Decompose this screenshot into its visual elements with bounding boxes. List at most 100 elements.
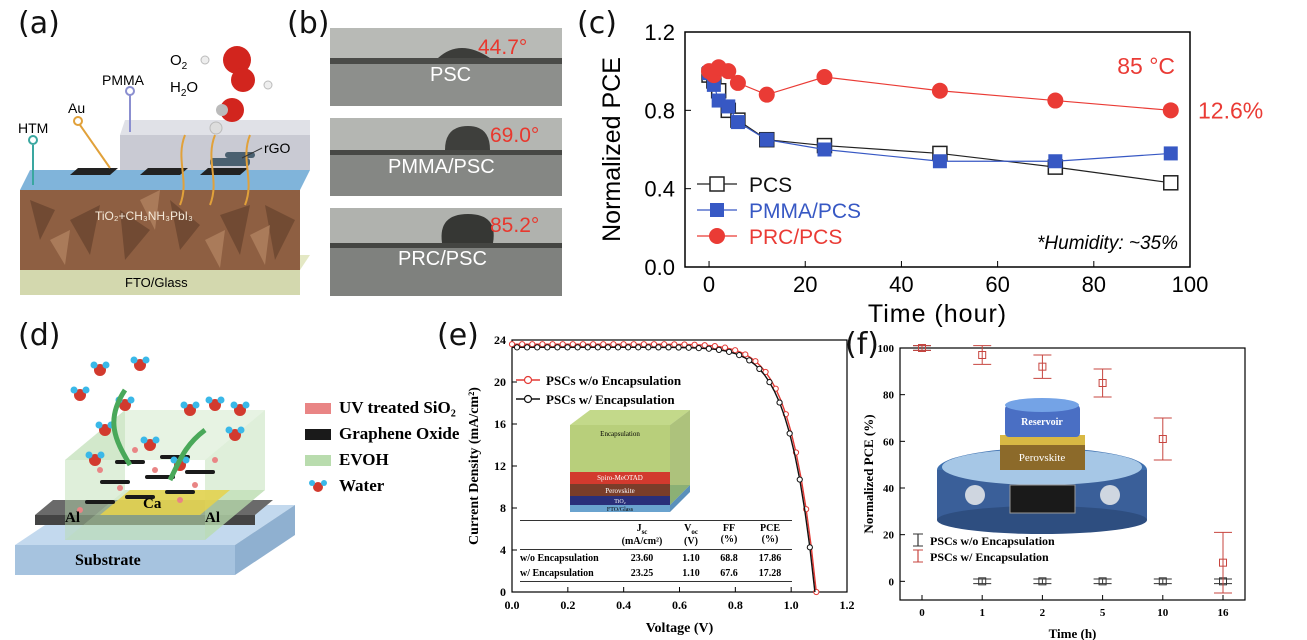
panel-label-a: (a) (18, 6, 60, 41)
data-point (931, 82, 948, 99)
temperature-annotation: 85 °C (1117, 53, 1175, 79)
series-line-1 (708, 72, 1171, 162)
data-point (918, 344, 926, 352)
y-axis-label: Normalized PCE (598, 57, 626, 242)
y-tick-label: 0 (889, 576, 895, 588)
data-point (1048, 154, 1063, 169)
panel-label-e: (e) (437, 318, 479, 353)
water-molecules (70, 356, 250, 471)
data-point (705, 345, 712, 352)
al-left-label: Al (65, 510, 80, 526)
rgo-label: rGO (264, 140, 291, 156)
legend-marker (709, 176, 725, 192)
data-point (978, 577, 987, 586)
data-point (645, 344, 652, 351)
data-point (665, 344, 672, 351)
pmma-psc-label: PMMA/PSC (388, 156, 495, 178)
data-point (1038, 362, 1047, 371)
water-molecule-icon (220, 98, 244, 122)
x-tick-label: 5 (1100, 607, 1106, 619)
y-tick-label: 0.0 (644, 255, 675, 280)
data-point (742, 351, 749, 358)
plot-frame (684, 31, 1191, 268)
y-tick-label: 20 (883, 530, 895, 542)
fto-glass-layer (20, 270, 300, 295)
legend-label: PMMA/PCS (749, 200, 861, 223)
legend-label: PSCs w/o Encapsulation (546, 373, 682, 388)
data-point (817, 142, 832, 157)
x-tick-label: 80 (1082, 272, 1106, 297)
panel-a-device-schematic: O2 H2O PMMA Au HTM rGO TiO₂+CH₃NH₃PbI₃ F… (18, 46, 310, 295)
x-tick-label: 0 (703, 272, 715, 297)
legend-item-evoh: EVOH (305, 447, 459, 473)
au-label: Au (68, 100, 85, 116)
data-point (1163, 146, 1178, 161)
series-line-1 (512, 346, 816, 593)
data-point (736, 351, 743, 359)
layer-encapsulation: Encapsulation (600, 430, 640, 438)
legend-label: PSCs w/ Encapsulation (930, 550, 1049, 564)
legend-label: PSCs w/ Encapsulation (546, 392, 675, 407)
x-tick-label: 0.6 (672, 598, 687, 612)
data-point (1098, 379, 1107, 387)
data-point (625, 344, 632, 351)
data-point (1158, 577, 1167, 586)
data-point (766, 379, 773, 386)
data-point (806, 544, 813, 551)
data-point (600, 341, 607, 348)
data-point (695, 344, 702, 352)
data-point (574, 344, 581, 351)
legend-marker (523, 375, 533, 385)
data-point (579, 341, 587, 348)
panel-d-legend: UV treated SiO₂ Graphene Oxide EVOH Wate… (305, 395, 459, 499)
panel-label-c: (c) (577, 6, 617, 41)
data-point (554, 344, 561, 351)
y-tick-label: 16 (494, 417, 506, 431)
data-point (655, 344, 662, 351)
prc-psc-angle: 85.2° (490, 214, 540, 237)
pmma-label: PMMA (102, 72, 145, 88)
data-point (524, 344, 531, 351)
contact-angle-image-prc-psc (330, 208, 562, 296)
x-tick-label: 0.4 (616, 598, 631, 612)
x-tick-label: 0.0 (505, 598, 520, 612)
data-point (590, 341, 597, 348)
y-tick-label: 1.2 (644, 20, 675, 45)
legend-label: PRC/PCS (749, 226, 842, 249)
data-point (675, 344, 682, 351)
data-point (729, 74, 746, 91)
data-point (720, 63, 737, 80)
x-tick-label: 16 (1218, 607, 1230, 619)
y-tick-label: 0.4 (644, 177, 675, 202)
substrate-label: Substrate (75, 552, 141, 569)
panel-label-b: (b) (287, 6, 330, 41)
x-tick-label: 0.8 (728, 598, 743, 612)
table-row: w/ Encapsulation 23.25 1.10 67.6 17.28 (520, 564, 792, 582)
panel-d-encapsulation-schematic: Ca Al Al Substrate (15, 356, 295, 575)
y-tick-label: 4 (500, 543, 506, 557)
panel-label-d: (d) (18, 318, 61, 353)
x-axis-label: Time (hour) (868, 300, 1007, 328)
x-tick-label: 0 (919, 607, 925, 619)
y-tick-label: 20 (494, 375, 506, 389)
legend-marker (709, 228, 725, 244)
layer-tio2: TiO₂ (614, 499, 626, 505)
data-point (1047, 92, 1064, 109)
x-tick-label: 40 (889, 272, 913, 297)
pmma-psc-angle: 69.0° (490, 124, 540, 147)
x-tick-label: 1.0 (784, 598, 799, 612)
y-tick-label: 0 (500, 585, 506, 599)
data-point (1098, 577, 1107, 586)
data-point (725, 348, 733, 355)
data-point (786, 430, 793, 437)
ca-label: Ca (143, 496, 162, 512)
h2o-label: H2O (170, 79, 198, 99)
panel-f-hotplate-inset: Reservoir Perovskite (937, 398, 1147, 534)
legend-marker (523, 394, 533, 404)
data-point (746, 357, 753, 364)
y-tick-label: 8 (500, 501, 506, 515)
y-tick-label: 60 (883, 436, 895, 448)
panel-f-chart: 0 1 2 5 10 16 0 20 40 60 80 100 Time (h) Normalized P… (861, 343, 1246, 640)
legend-item-sio2: UV treated SiO₂ (305, 395, 459, 421)
x-axis-label: Voltage (V) (646, 621, 714, 636)
